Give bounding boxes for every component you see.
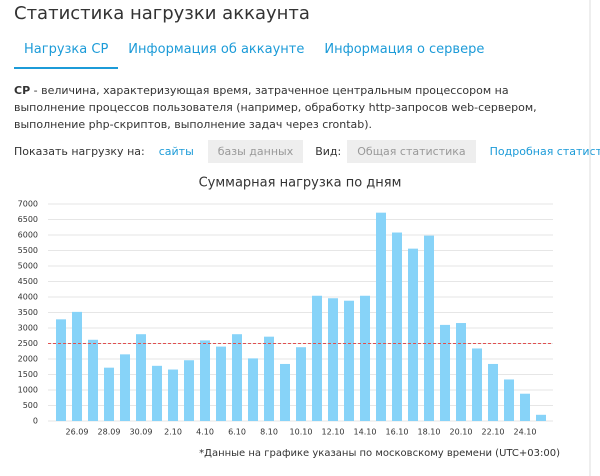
bar — [536, 414, 546, 421]
tab[interactable]: Информация о сервере — [324, 42, 485, 57]
bar — [264, 336, 274, 421]
x-tick-label: 28.09 — [98, 428, 121, 437]
tabs: Нагрузка CP Информация об аккаунте Инфор… — [14, 40, 494, 69]
option[interactable]: базы данных — [207, 140, 304, 163]
y-tick-label: 6500 — [18, 215, 38, 224]
bar — [200, 340, 210, 421]
label: Показать нагрузку на: — [14, 145, 145, 158]
bar — [184, 360, 194, 421]
x-tick-label: 4.10 — [196, 428, 214, 437]
option[interactable]: Подробная статистика — [489, 145, 600, 158]
x-tick-label: 2.10 — [164, 428, 182, 437]
y-tick-label: 3500 — [18, 308, 38, 317]
tab[interactable]: Нагрузка CP — [14, 40, 119, 69]
bar — [376, 212, 386, 421]
bar — [520, 393, 530, 421]
bar — [440, 324, 450, 421]
bar — [72, 311, 82, 421]
x-tick-label: 20.10 — [450, 428, 473, 437]
x-tick-label: 16.10 — [386, 428, 409, 437]
x-tick-label: 14.10 — [354, 428, 377, 437]
bar — [168, 369, 178, 421]
bar — [104, 367, 114, 421]
bar — [424, 235, 434, 421]
y-tick-label: 5500 — [18, 246, 38, 255]
bar — [456, 323, 466, 421]
x-tick-label: 6.10 — [228, 428, 246, 437]
x-tick-label: 24.10 — [514, 428, 537, 437]
page-title: Статистика нагрузки аккаунта — [14, 3, 310, 24]
y-tick-label: 4000 — [18, 293, 38, 302]
y-tick-label: 7000 — [18, 200, 38, 209]
bar — [88, 339, 98, 421]
tab[interactable]: Информация об аккаунте — [128, 42, 305, 57]
x-tick-label: 8.10 — [260, 428, 278, 437]
bar — [344, 300, 354, 421]
y-tick-label: 0 — [33, 417, 38, 426]
term: CP — [14, 84, 31, 97]
bar — [136, 334, 146, 421]
x-tick-label: 26.09 — [66, 428, 89, 437]
y-tick-label: 2500 — [18, 339, 38, 348]
y-tick-label: 3000 — [18, 324, 38, 333]
description: CP - величина, характеризующая время, за… — [14, 82, 554, 133]
bar — [328, 298, 338, 421]
x-tick-label: 22.10 — [482, 428, 505, 437]
y-tick-label: 1000 — [18, 386, 38, 395]
chart-title: Суммарная нагрузка по дням — [199, 176, 402, 191]
x-tick-label: 30.09 — [130, 428, 153, 437]
y-tick-label: 2000 — [18, 355, 38, 364]
bar — [248, 358, 258, 421]
controls: Показать нагрузку на: сайты базы данных … — [14, 140, 600, 163]
bar — [408, 248, 418, 421]
bar — [392, 232, 402, 421]
footnote: *Данные на графике указаны по московском… — [199, 448, 560, 459]
bar — [120, 354, 130, 421]
label: Вид: — [315, 145, 342, 158]
bar — [360, 295, 370, 421]
y-tick-label: 500 — [23, 401, 38, 410]
x-tick-label: 18.10 — [418, 428, 441, 437]
option[interactable]: Общая статистика — [347, 140, 476, 163]
x-tick-label: 10.10 — [290, 428, 313, 437]
bar — [152, 365, 162, 421]
y-tick-label: 5000 — [18, 262, 38, 271]
bar — [216, 346, 226, 421]
bar — [472, 348, 482, 421]
bar — [280, 363, 290, 421]
y-tick-label: 4500 — [18, 277, 38, 286]
bar — [504, 379, 514, 421]
bar — [296, 347, 306, 421]
bar — [232, 334, 242, 421]
description-text: - величина, характеризующая время, затра… — [14, 84, 537, 131]
bar — [312, 295, 322, 421]
x-tick-label: 12.10 — [322, 428, 345, 437]
y-tick-label: 1500 — [18, 370, 38, 379]
y-tick-label: 6000 — [18, 231, 38, 240]
bar — [488, 363, 498, 421]
option[interactable]: сайты — [158, 145, 194, 158]
bar — [56, 319, 66, 421]
